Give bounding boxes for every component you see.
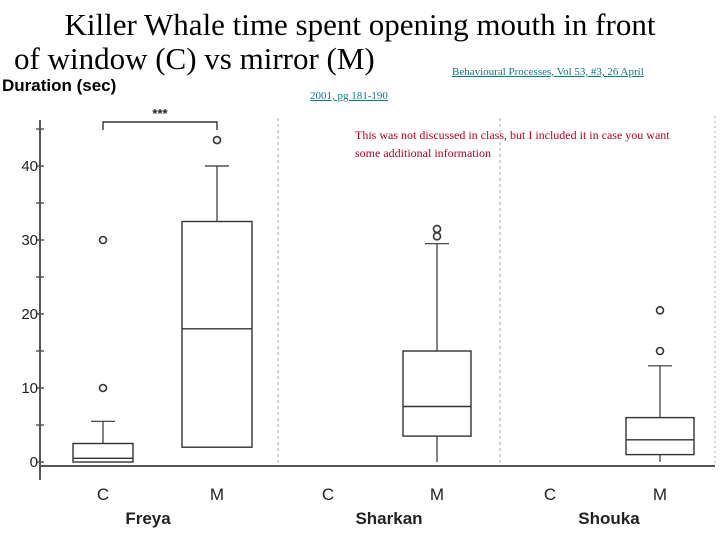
x-category-label: M (430, 485, 444, 504)
y-tick-label: 20 (21, 306, 38, 323)
y-tick-label: 30 (21, 232, 38, 249)
significance-label: *** (152, 106, 168, 121)
outlier-point (212, 135, 222, 145)
outlier-point (655, 305, 665, 315)
citation-link-line2[interactable]: 2001, pg 181-190 (310, 90, 388, 102)
y-tick-label: 0 (30, 454, 38, 471)
y-tick-label: 40 (21, 158, 38, 175)
note-text: This was not discussed in class, but I i… (355, 128, 670, 160)
slide-title-line2: of window (C) vs mirror (M) (14, 41, 375, 76)
slide-title-line1: Killer Whale time spent opening mouth in… (64, 7, 656, 42)
subject-label: Sharkan (355, 509, 422, 528)
outlier-point (432, 232, 442, 241)
outlier-point (98, 383, 108, 393)
x-category-label: C (544, 485, 556, 504)
slide-title: Killer Whale time spent opening mouth in… (0, 8, 720, 76)
box-iqr (625, 416, 695, 456)
outlier-point (655, 346, 665, 356)
box-iqr (72, 442, 134, 463)
x-category-label: M (653, 485, 667, 504)
significance-bracket (102, 121, 218, 130)
box-iqr (402, 350, 472, 437)
subject-label: Freya (125, 509, 171, 528)
x-category-label: C (97, 485, 109, 504)
x-category-label: C (322, 485, 334, 504)
y-tick-label: 10 (21, 380, 38, 397)
y-axis-label: Duration (sec) (2, 76, 117, 95)
outlier-point (98, 235, 108, 245)
box-iqr (181, 220, 253, 448)
subject-label: Shouka (578, 509, 640, 528)
x-category-label: M (210, 485, 224, 504)
outlier-point (432, 224, 442, 234)
citation-link-line1[interactable]: Behavioural Processes, Vol 53, #3, 26 Ap… (452, 66, 644, 78)
